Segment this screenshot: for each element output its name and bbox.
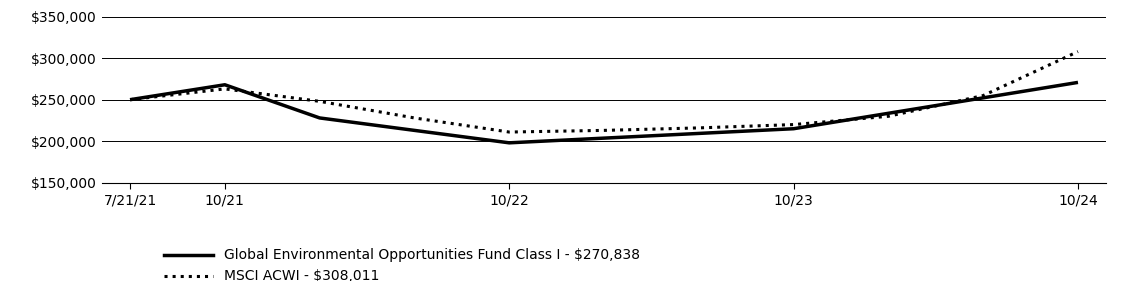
Legend: Global Environmental Opportunities Fund Class I - $270,838, MSCI ACWI - $308,011: Global Environmental Opportunities Fund … — [159, 243, 646, 281]
